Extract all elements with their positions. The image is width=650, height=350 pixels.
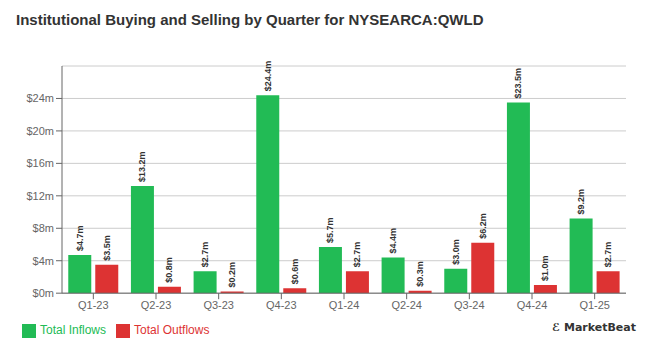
svg-text:$4.7m: $4.7m [75,226,85,252]
svg-text:$2.7m: $2.7m [603,242,613,268]
svg-text:$24m: $24m [26,92,54,104]
svg-text:Q1-25: Q1-25 [579,299,610,311]
svg-text:$5.7m: $5.7m [325,217,335,243]
html-text:Total Inflows: Total Inflows [40,323,106,338]
svg-text:Q2-23: Q2-23 [141,299,172,311]
svg-text:$12m: $12m [26,190,54,202]
svg-text:$2.7m: $2.7m [200,242,210,268]
svg-text:$4.4m: $4.4m [388,228,398,254]
svg-text:$0.6m: $0.6m [290,259,300,285]
svg-text:$23.5m: $23.5m [513,68,523,99]
svg-text:$4m: $4m [33,255,54,267]
svg-text:$0.8m: $0.8m [164,257,174,283]
svg-text:Q3-23: Q3-23 [203,299,234,311]
html-text:Institutional Buying and Selli: Institutional Buying and Selling by Quar… [16,11,484,28]
svg-text:Q4-24: Q4-24 [517,299,548,311]
svg-text:$2.7m: $2.7m [352,242,362,268]
svg-text:$3.0m: $3.0m [451,239,461,265]
svg-text:$16m: $16m [26,157,54,169]
svg-text:$0.3m: $0.3m [415,261,425,287]
svg-text:$13.2m: $13.2m [137,152,147,183]
html-text:ℰ MarketBeat: ℰ MarketBeat [552,321,636,334]
svg-text:$6.2m: $6.2m [478,213,488,239]
svg-text:Q2-24: Q2-24 [391,299,422,311]
svg-text:Q3-24: Q3-24 [454,299,485,311]
svg-text:$24.4m: $24.4m [263,61,273,92]
svg-text:$20m: $20m [26,125,54,137]
svg-text:$0.2m: $0.2m [227,262,237,288]
svg-text:Q1-24: Q1-24 [329,299,360,311]
svg-text:Q1-23: Q1-23 [78,299,109,311]
html-text:Total Outflows: Total Outflows [134,323,210,338]
svg-text:$0m: $0m [33,287,54,299]
svg-text:$3.5m: $3.5m [102,235,112,261]
svg-text:$9.2m: $9.2m [576,189,586,215]
svg-text:Q4-23: Q4-23 [266,299,297,311]
svg-text:$8m: $8m [33,222,54,234]
svg-text:$1.0m: $1.0m [540,256,550,282]
